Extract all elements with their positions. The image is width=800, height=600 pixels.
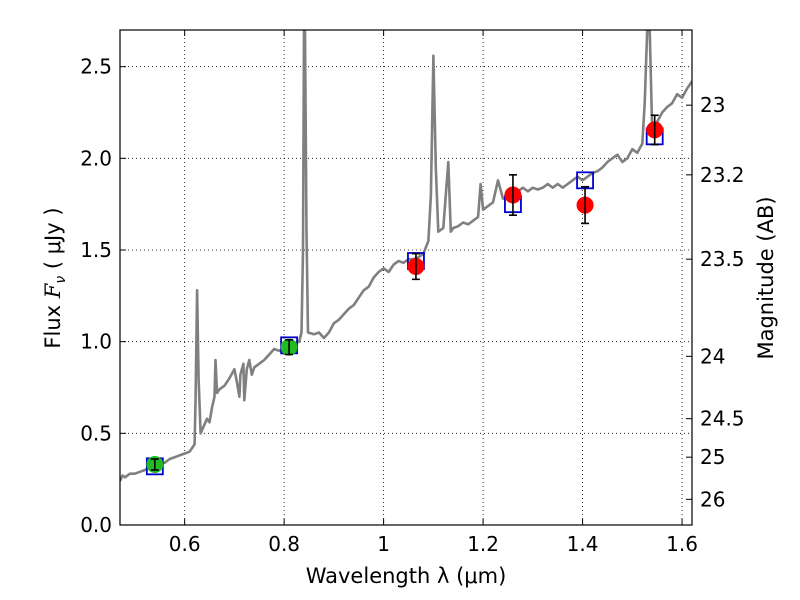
y2-tick-label: 23.2: [700, 163, 745, 187]
y-tick-label: 0.5: [80, 421, 112, 445]
y-axis-label: Flux Fν ( μJy ): [41, 207, 69, 348]
data-marks: [145, 114, 664, 476]
x-tick-label: 0.8: [268, 532, 300, 556]
x-tick-label: 1: [377, 532, 390, 556]
x-tick-label: 1.6: [666, 532, 698, 556]
y2-tick-label: 24: [700, 344, 725, 368]
y-tick-label: 2.0: [80, 146, 112, 170]
y-tick-label: 0.0: [80, 513, 112, 537]
x-tick-label: 1.2: [467, 532, 499, 556]
y-tick-label: 1.0: [80, 330, 112, 354]
y2-tick-label: 23: [700, 93, 725, 117]
grid: [120, 30, 692, 525]
y-axis-label-var: F: [41, 282, 65, 299]
axis-ticks: 0.6 0.8 1 1.2 1.4 1.6 0.0 0.5 1.0 1.5 2.0 2.5 23 23.2…: [80, 30, 745, 556]
y-axis-label-prefix: Flux: [41, 298, 65, 348]
y2-tick-label: 23.5: [700, 247, 745, 271]
y2-tick-label: 25: [700, 445, 725, 469]
y-tick-label: 1.5: [80, 238, 112, 262]
plot-area: [120, 30, 692, 525]
x-axis-label: Wavelength λ (μm): [306, 564, 507, 588]
y2-axis-label: Magnitude (AB): [754, 196, 778, 359]
model-spectrum-line: [120, 30, 692, 482]
plot-frame: [119, 29, 693, 526]
y2-tick-label: 24.5: [700, 407, 745, 431]
y-axis-label-unit: ( μJy ): [41, 207, 65, 275]
x-tick-label: 1.4: [567, 532, 599, 556]
y-tick-label: 2.5: [80, 55, 112, 79]
x-tick-label: 0.6: [169, 532, 201, 556]
y-axis-label-sub: ν: [53, 276, 69, 284]
y2-tick-label: 26: [700, 487, 725, 511]
